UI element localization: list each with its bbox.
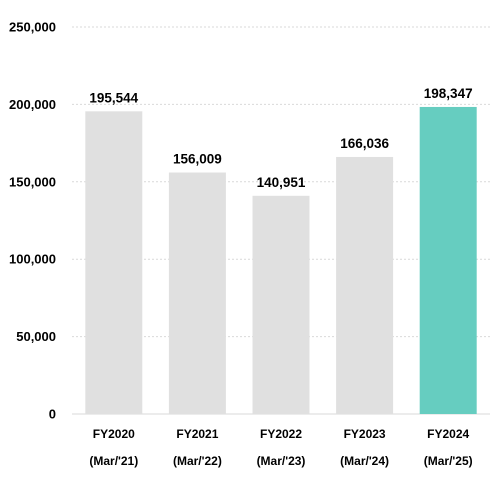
y-tick-label: 50,000	[16, 329, 56, 344]
x-category-sublabel: (Mar/'25)	[424, 454, 473, 468]
data-label: 140,951	[257, 175, 306, 190]
y-tick-label: 250,000	[9, 20, 56, 35]
x-category-label: FY2024	[427, 427, 469, 441]
bar	[85, 111, 143, 415]
x-axis-category-labels: FY2020 (Mar/'21) FY2021 (Mar/'22) FY2022 (Mar…	[89, 427, 472, 468]
data-label: 166,036	[340, 136, 389, 151]
bar	[336, 156, 394, 415]
x-category-sublabel: (Mar/'23)	[257, 454, 306, 468]
bar	[252, 195, 310, 414]
x-category-label: FY2022	[260, 427, 302, 441]
bar	[419, 106, 477, 414]
y-tick-label: 200,000	[9, 97, 56, 112]
data-label: 198,347	[424, 86, 473, 101]
x-category-label: FY2023	[344, 427, 386, 441]
y-tick-label: 0	[49, 407, 56, 422]
x-category-sublabel: (Mar/'24)	[340, 454, 389, 468]
y-tick-label: 100,000	[9, 252, 56, 267]
y-tick-label: 150,000	[9, 174, 56, 189]
bar	[168, 172, 226, 414]
x-category-label: FY2020	[93, 427, 135, 441]
x-category-sublabel: (Mar/'21)	[89, 454, 138, 468]
data-label: 156,009	[173, 151, 222, 166]
y-axis-tick-labels: 0 50,000 100,000 150,000 200,000 250,000	[9, 20, 56, 422]
x-category-label: FY2021	[176, 427, 218, 441]
data-labels: 195,544 156,009 140,951 166,036 198,347	[89, 86, 472, 190]
data-label: 195,544	[89, 90, 138, 105]
x-category-sublabel: (Mar/'22)	[173, 454, 222, 468]
bars	[85, 106, 477, 415]
